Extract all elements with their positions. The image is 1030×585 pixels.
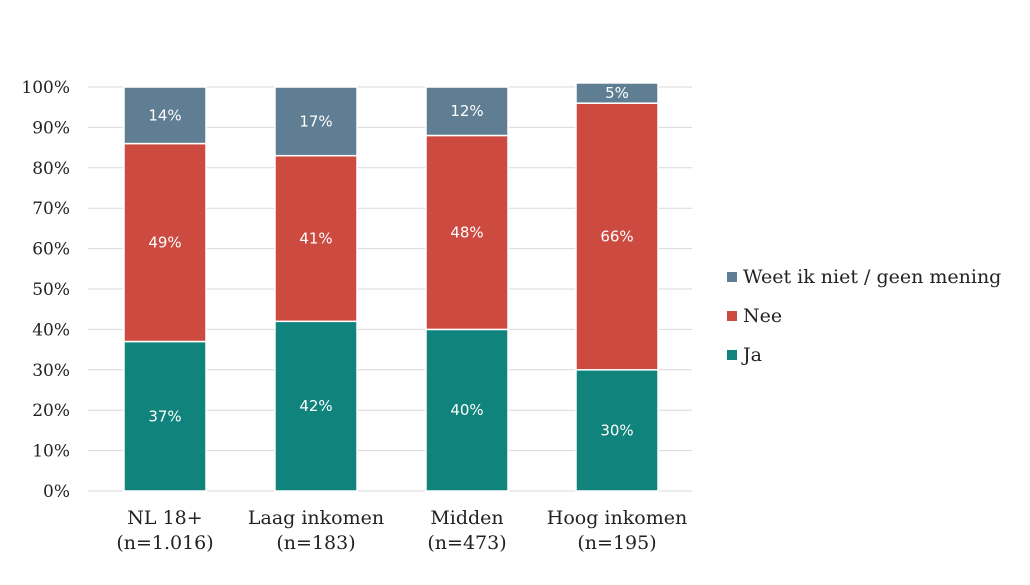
- x-category-label: NL 18+: [127, 507, 202, 529]
- bars: 37% 49% 14% 42% 41% 17% 40% 48% 12% 30% 66% 5%: [123, 82, 659, 492]
- y-tick-label: 20%: [32, 401, 70, 421]
- bar-segment-weet-ik-niet-geen-mening: [274, 86, 358, 157]
- data-label: 42%: [299, 397, 332, 415]
- bar-segment-nee: [575, 102, 659, 371]
- y-tick-label: 10%: [32, 442, 70, 462]
- x-category-label: (n=1.016): [116, 532, 213, 554]
- data-label: 49%: [148, 234, 181, 252]
- data-label: 14%: [148, 106, 181, 124]
- y-tick-label: 50%: [32, 280, 70, 300]
- x-category-label: (n=195): [577, 532, 656, 554]
- bar-segment-weet-ik-niet-geen-mening: [123, 86, 207, 145]
- y-tick-label: 70%: [32, 199, 70, 219]
- legend-label: Weet ik niet / geen mening: [743, 266, 1001, 288]
- y-tick-label: 30%: [32, 361, 70, 381]
- bar-segment-ja: [575, 369, 659, 492]
- x-axis-categories: NL 18+ (n=1.016) Laag inkomen (n=183) Midden…: [116, 507, 687, 554]
- bar-segment-ja: [123, 340, 207, 492]
- x-category-label: Midden: [430, 507, 503, 529]
- data-label: 12%: [450, 102, 483, 120]
- x-category-label: (n=183): [276, 532, 355, 554]
- legend-swatch: [727, 272, 737, 282]
- legend: Weet ik niet / geen mening Nee Ja: [727, 266, 1001, 366]
- y-tick-label: 0%: [43, 482, 70, 502]
- data-label: 41%: [299, 230, 332, 248]
- x-category-label: Laag inkomen: [248, 507, 384, 529]
- legend-swatch: [727, 350, 737, 360]
- bar-segment-nee: [274, 154, 358, 323]
- bar-segment-weet-ik-niet-geen-mening: [425, 86, 509, 137]
- data-label: 30%: [600, 421, 633, 439]
- y-tick-label: 100%: [21, 78, 70, 98]
- legend-swatch: [727, 311, 737, 321]
- y-tick-label: 60%: [32, 240, 70, 260]
- data-label: 66%: [600, 227, 633, 245]
- data-label: 48%: [450, 223, 483, 241]
- data-label: 5%: [605, 84, 629, 102]
- y-tick-label: 80%: [32, 159, 70, 179]
- data-label: 40%: [450, 401, 483, 419]
- bar-segment-nee: [123, 142, 207, 343]
- bar-segment-ja: [274, 320, 358, 492]
- x-category-label: Hoog inkomen: [547, 507, 687, 529]
- y-tick-label: 40%: [32, 320, 70, 340]
- legend-label: Ja: [741, 344, 762, 366]
- data-label: 17%: [299, 112, 332, 130]
- legend-label: Nee: [743, 305, 782, 327]
- x-category-label: (n=473): [427, 532, 506, 554]
- data-label: 37%: [148, 407, 181, 425]
- y-tick-label: 90%: [32, 118, 70, 138]
- y-axis-ticks: 0% 10% 20% 30% 40% 50% 60% 70% 80% 90% 100%: [21, 78, 70, 502]
- bar-segment-weet-ik-niet-geen-mening: [575, 82, 659, 104]
- bar-segment-nee: [425, 134, 509, 331]
